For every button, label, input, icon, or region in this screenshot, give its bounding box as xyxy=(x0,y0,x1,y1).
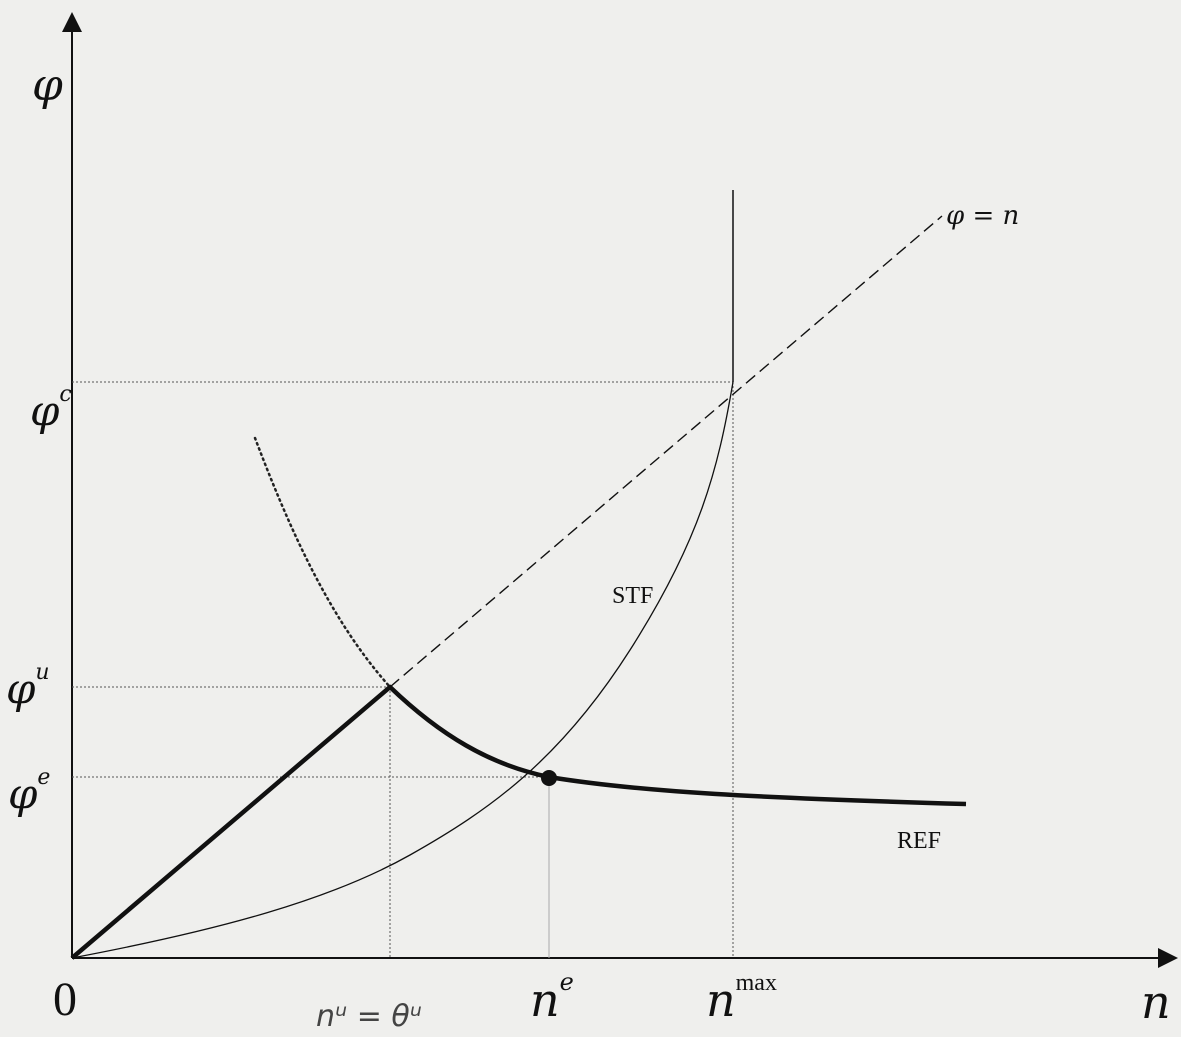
n-e-label: ne xyxy=(530,968,574,1027)
phi-u-label: φu xyxy=(6,660,50,713)
n-u-handwritten-label: nᵘ = θᵘ xyxy=(316,999,422,1034)
x-axis-label: n xyxy=(1141,975,1171,1029)
guide-lines xyxy=(72,381,734,958)
phi-e-label: φe xyxy=(8,765,50,818)
ref-dotted-curve xyxy=(253,436,392,689)
ref-curve xyxy=(70,684,967,960)
diagonal-dashed-line xyxy=(389,215,943,688)
equilibrium-point xyxy=(541,770,557,786)
origin-label: 0 xyxy=(53,973,77,1026)
stf-label: STF xyxy=(612,583,653,609)
phi-c-label: φc xyxy=(30,382,72,435)
ref-label: REF xyxy=(897,828,941,854)
diagonal-label: φ = n xyxy=(946,201,1019,231)
stf-curve xyxy=(71,381,734,959)
y-axis-label: φ xyxy=(32,60,63,111)
n-max-label: nmax xyxy=(706,970,777,1027)
